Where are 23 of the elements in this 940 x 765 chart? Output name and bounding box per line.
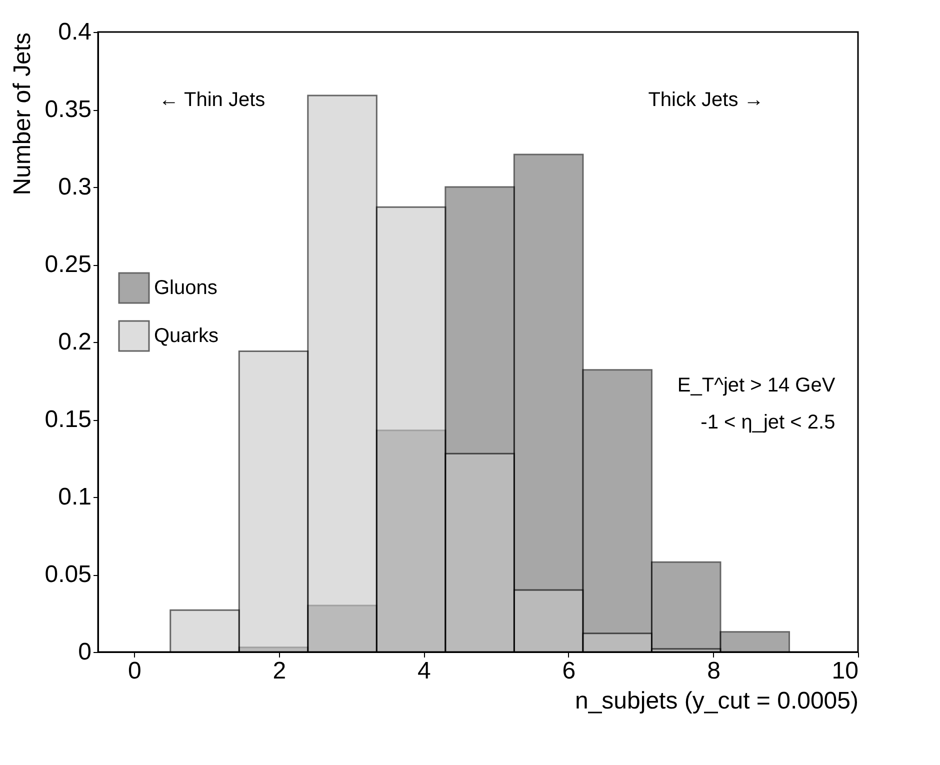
y-tick-label: 0.05 (44, 561, 92, 588)
y-tick-label: 0.15 (44, 406, 92, 433)
y-tick-label: 0.25 (44, 251, 92, 278)
y-tick-label: 0.2 (58, 328, 92, 356)
legend-label: Quarks (154, 325, 218, 347)
y-tick-label: 0.35 (44, 96, 92, 123)
y-tick-label: 0 (78, 638, 92, 666)
annotation: ← Thin Jets (158, 89, 266, 112)
annotation: E_T^jet > 14 GeV (677, 374, 836, 396)
annotation: Thick Jets → (648, 89, 764, 112)
x-axis-title: n_subjets (y_cut = 0.0005) (574, 688, 858, 714)
y-axis-title: Number of Jets (8, 32, 36, 196)
x-tick-label: 10 (832, 658, 858, 684)
x-tick-label: 8 (707, 658, 720, 684)
x-tick-label: 6 (562, 658, 576, 684)
y-tick-label: 0.4 (58, 18, 92, 46)
y-tick-label: 0.3 (58, 174, 92, 200)
legend-label: Gluons (154, 277, 218, 299)
x-tick-label: 2 (272, 658, 286, 684)
y-tick-label: 0.1 (58, 484, 92, 510)
x-tick-label: 4 (418, 658, 431, 684)
x-tick-label: 0 (128, 658, 142, 684)
annotation: -1 < η_jet < 2.5 (700, 412, 836, 434)
